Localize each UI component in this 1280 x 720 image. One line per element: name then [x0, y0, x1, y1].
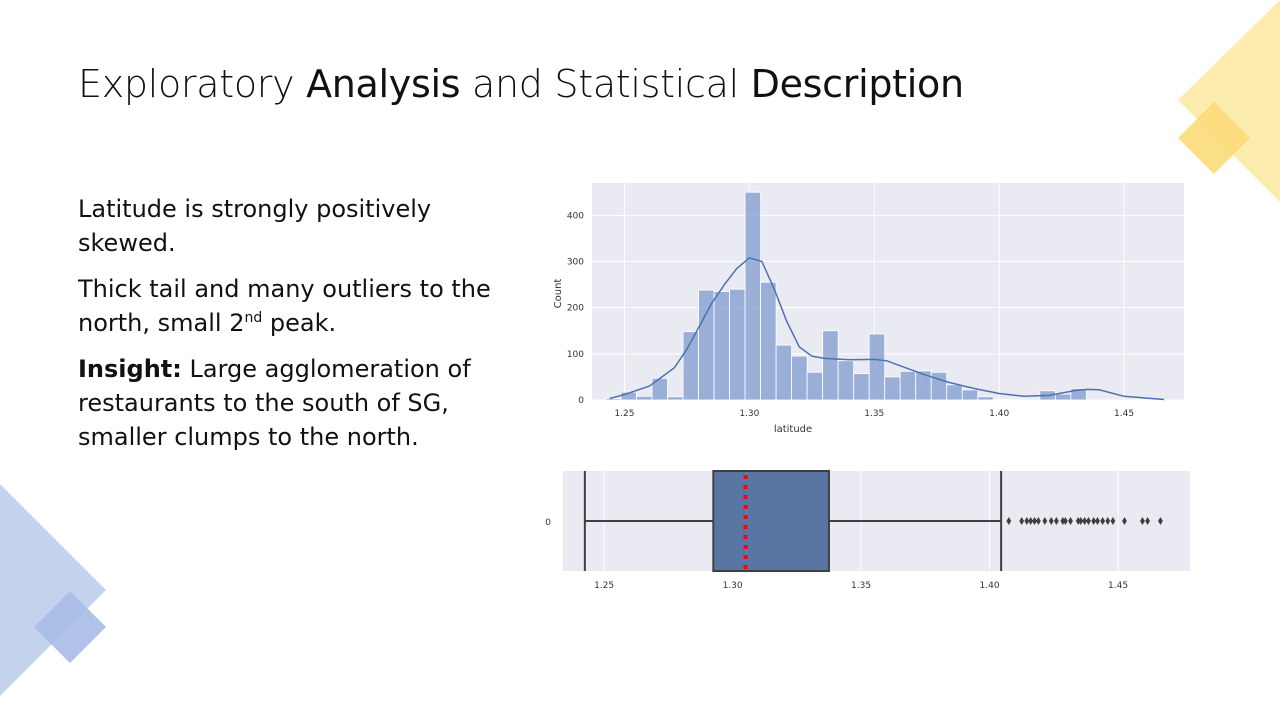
box-outlier-point: [1032, 517, 1037, 525]
hist-bar: [961, 389, 979, 401]
para-tail-text: Thick tail and many outliers to the nort…: [78, 275, 491, 337]
title-part-3: and Statistical: [460, 62, 751, 106]
title-part-4: Description: [750, 62, 964, 106]
box-outlier-point: [1158, 517, 1163, 525]
box-outlier-point: [1075, 517, 1081, 525]
para-skew: Latitude is strongly positively skewed.: [78, 195, 432, 257]
para-insight: Insight: Large agglomeration of restaura…: [78, 352, 518, 454]
box-iqr: [712, 470, 830, 572]
box-outlier-point: [1053, 517, 1059, 525]
hist-y-tick-label: 200: [567, 304, 584, 314]
box-outlier-point: [1068, 517, 1073, 525]
box-outlier-point: [1078, 517, 1084, 525]
box-outlier-point: [1110, 517, 1116, 525]
deco-blue-small: [34, 591, 106, 663]
hist-x-tick-label: 1.45: [1114, 409, 1134, 419]
box-outlier-point: [1140, 517, 1145, 525]
hist-x-tick-label: 1.35: [864, 409, 884, 419]
hist-y-tick-label: 400: [567, 211, 584, 221]
box-outlier-point: [1095, 517, 1100, 525]
para-tail: Thick tail and many outliers to the nort…: [78, 272, 518, 340]
box-outlier-point: [1048, 517, 1054, 525]
box-x-tick-label: 1.30: [723, 581, 743, 591]
box-outlier-point: [1042, 517, 1048, 525]
insight-label: Insight:: [78, 355, 182, 383]
deco-yellow-large: [1178, 0, 1280, 202]
hist-y-tick-label: 300: [567, 257, 584, 267]
box-x-tick-label: 1.25: [594, 581, 614, 591]
box-outlier-point: [1019, 517, 1025, 525]
title-part-1: Exploratory: [78, 62, 307, 106]
box-y-tick-label: 0: [545, 518, 551, 528]
box-x-tick-label: 1.35: [851, 581, 871, 591]
hist-x-tick-label: 1.40: [989, 409, 1009, 419]
box-outlier-point: [1060, 517, 1066, 525]
box-outlier-point: [1091, 517, 1097, 525]
box-outlier-point: [1082, 517, 1088, 525]
hist-bar: [977, 396, 994, 401]
insight-text: Large agglomeration of restaurants to th…: [78, 355, 471, 451]
hist-bar: [868, 333, 886, 401]
hist-kde-line: [609, 256, 1165, 401]
hist-x-tick-label: 1.30: [739, 409, 759, 419]
deco-blue-large: [0, 484, 106, 696]
box-outlier-point: [1122, 517, 1127, 525]
slide-body: Latitude is strongly positively skewed. …: [78, 192, 518, 466]
hist-y-tick-label: 100: [567, 350, 584, 360]
para-tail-sup: nd: [244, 310, 263, 326]
hist-y-tick-label: 0: [578, 396, 584, 406]
slide-title: Exploratory Analysis and Statistical Des…: [78, 62, 1078, 106]
box-x-tick-label: 1.40: [980, 581, 1000, 591]
para-tail-end: peak.: [262, 309, 337, 337]
hist-bar: [760, 281, 777, 401]
box-outlier-point: [1100, 517, 1106, 525]
deco-yellow-small: [1178, 102, 1250, 174]
title-part-2: Analysis: [306, 62, 461, 106]
box-outlier-point: [1028, 517, 1034, 525]
box-outlier-point: [1035, 517, 1041, 525]
hist-y-axis-label: Count: [553, 279, 564, 309]
hist-bar: [1008, 398, 1025, 401]
hist-bar: [1070, 388, 1087, 401]
hist-x-axis-label: latitude: [774, 424, 812, 435]
box-outlier-point: [1024, 517, 1030, 525]
box-outlier-point: [1062, 517, 1068, 525]
box-outlier-point: [1006, 517, 1012, 525]
hist-x-tick-label: 1.25: [614, 409, 634, 419]
box-outlier-point: [1105, 517, 1111, 525]
box-outlier-point: [1145, 517, 1151, 525]
box-x-tick-label: 1.45: [1108, 581, 1128, 591]
box-outlier-point: [1086, 517, 1091, 525]
